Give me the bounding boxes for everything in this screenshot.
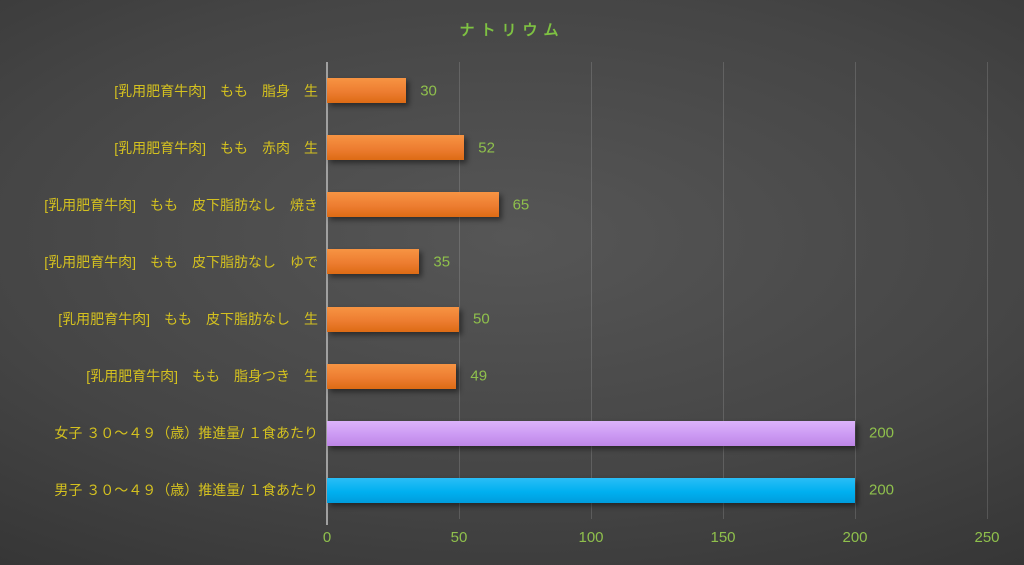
gridlines (326, 62, 988, 525)
chart-row: 女子 ３０～４９（歳）推進量/ １食あたり 200 (0, 405, 1010, 462)
bar-track: 50 (327, 291, 987, 348)
bar-track: 49 (327, 348, 987, 405)
chart-row: [乳用肥育牛肉] もも 赤肉 生 52 (0, 119, 1010, 176)
y-axis-line (326, 62, 328, 525)
bar[interactable] (327, 306, 459, 332)
gridline-200 (855, 62, 856, 519)
bar[interactable] (327, 135, 465, 161)
chart-row: [乳用肥育牛肉] もも 皮下脂肪なし 生 50 (0, 291, 1010, 348)
bar-track: 200 (327, 405, 987, 462)
category-label: [乳用肥育牛肉] もも 脂身 生 (114, 82, 318, 99)
chart-row: [乳用肥育牛肉] もも 皮下脂肪なし 焼き 65 (0, 176, 1010, 233)
category-label: [乳用肥育牛肉] もも 脂身つき 生 (86, 368, 318, 385)
chart-row: [乳用肥育牛肉] もも 脂身 生 30 (0, 62, 1010, 119)
chart-row: [乳用肥育牛肉] もも 皮下脂肪なし ゆで 35 (0, 233, 1010, 290)
x-axis-ticks: 0 50 100 150 200 250 (323, 529, 1000, 549)
x-tick-label: 0 (322, 529, 332, 546)
bar[interactable] (327, 420, 855, 446)
bar[interactable] (327, 78, 407, 104)
x-tick-label: 200 (842, 529, 868, 546)
category-label: 女子 ３０～４９（歳）推進量/ １食あたり (54, 425, 318, 442)
gridline-100 (591, 62, 592, 519)
value-label: 200 (869, 424, 895, 442)
x-tick-label: 50 (450, 529, 468, 546)
bar-rows: [乳用肥育牛肉] もも 脂身 生 30 [乳用肥育牛肉] もも 赤肉 生 52 … (0, 62, 1010, 519)
value-label: 30 (420, 82, 437, 100)
chart-title: ナトリウム (459, 22, 565, 39)
x-tick-label: 250 (974, 529, 1000, 546)
bar-track: 35 (327, 233, 987, 290)
gridline-50 (459, 62, 460, 519)
value-label: 65 (512, 196, 530, 214)
bar-track: 52 (327, 119, 987, 176)
bar[interactable] (327, 192, 499, 218)
category-label: [乳用肥育牛肉] もも 皮下脂肪なし 焼き (44, 196, 318, 213)
bar[interactable] (327, 477, 855, 503)
bar-track: 30 (327, 62, 987, 119)
bar-track: 65 (327, 176, 987, 233)
bar[interactable] (327, 249, 420, 275)
category-label: [乳用肥育牛肉] もも 皮下脂肪なし ゆで (44, 253, 318, 270)
gridline-250 (987, 62, 988, 519)
value-label: 200 (869, 481, 895, 499)
x-tick-label: 100 (578, 529, 604, 546)
bar[interactable] (327, 363, 457, 389)
chart-row: 男子 ３０～４９（歳）推進量/ １食あたり 200 (0, 462, 1010, 519)
plot-area: [乳用肥育牛肉] もも 脂身 生 30 [乳用肥育牛肉] もも 赤肉 生 52 … (0, 62, 1010, 525)
chart-row: [乳用肥育牛肉] もも 脂身つき 生 49 (0, 348, 1010, 405)
value-label: 35 (433, 253, 451, 271)
x-tick-label: 150 (710, 529, 736, 546)
category-label: 男子 ３０～４９（歳）推進量/ １食あたり (54, 482, 318, 499)
value-label: 49 (470, 367, 488, 385)
gridline-150 (723, 62, 724, 519)
bar-track: 200 (327, 462, 987, 519)
category-label: [乳用肥育牛肉] もも 皮下脂肪なし 生 (58, 311, 318, 328)
category-label: [乳用肥育牛肉] もも 赤肉 生 (114, 139, 318, 156)
value-label: 50 (473, 310, 490, 328)
value-label: 52 (478, 139, 495, 157)
